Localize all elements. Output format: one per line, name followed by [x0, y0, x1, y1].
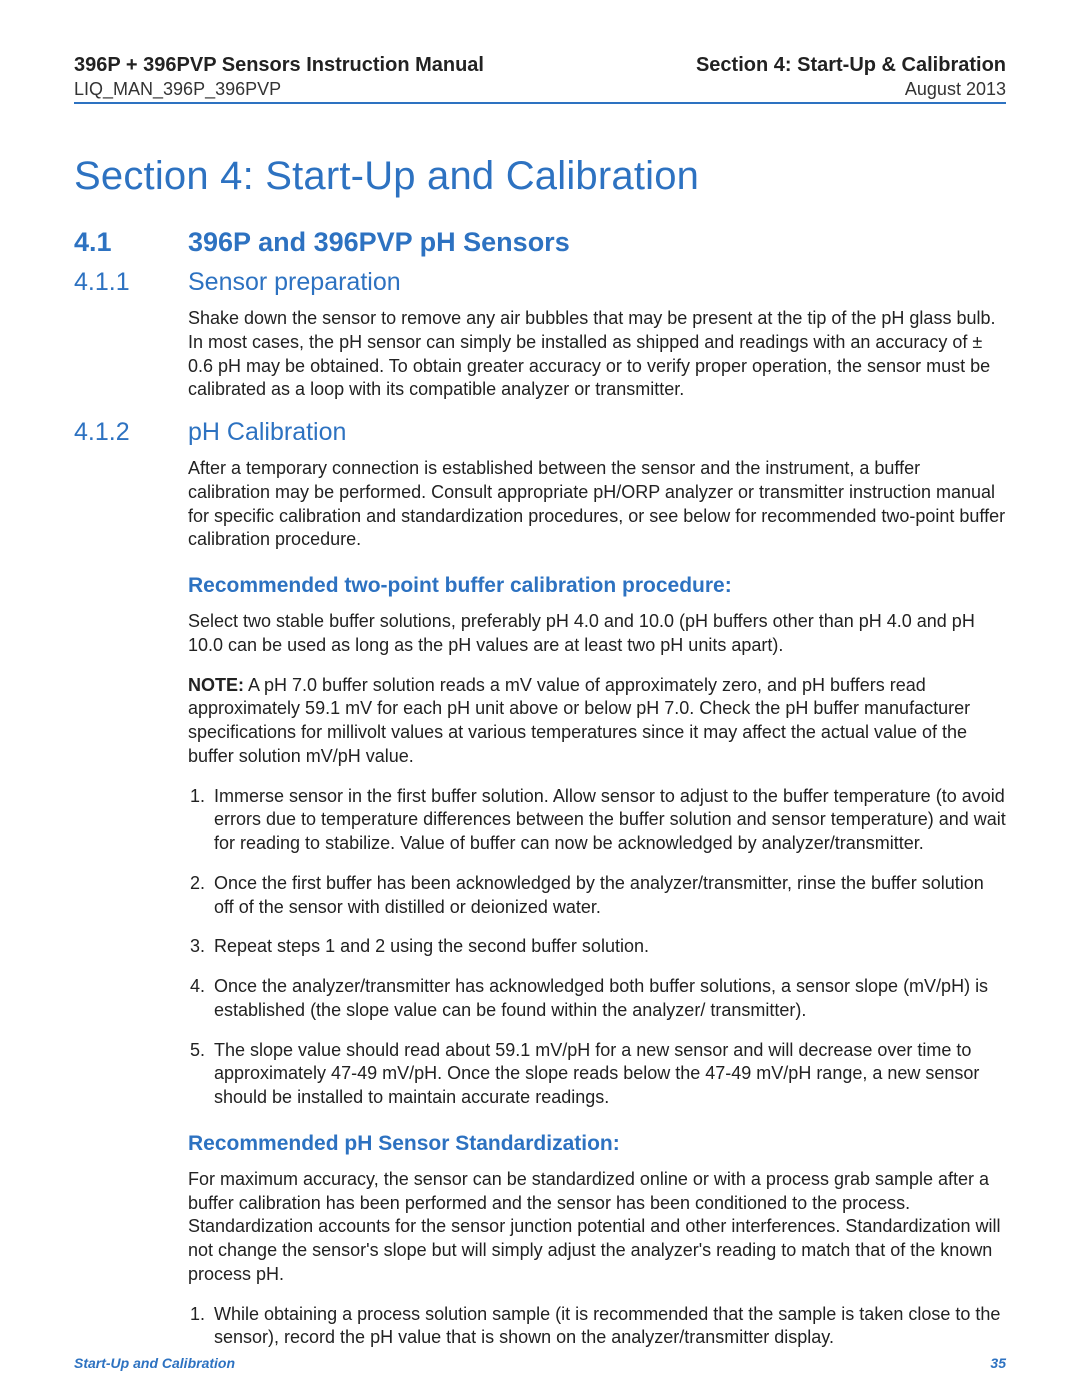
list-item: Repeat steps 1 and 2 using the second bu…	[210, 935, 1006, 959]
subheading-two-point: Recommended two-point buffer calibration…	[188, 574, 1006, 598]
note-body: A pH 7.0 buffer solution reads a mV valu…	[188, 675, 970, 766]
document-page: 396P + 396PVP Sensors Instruction Manual…	[0, 0, 1080, 1397]
paragraph-cal-intro: After a temporary connection is establis…	[188, 457, 1006, 552]
list-item: While obtaining a process solution sampl…	[210, 1303, 1006, 1351]
standardization-steps-list: While obtaining a process solution sampl…	[188, 1303, 1006, 1351]
list-item: Once the analyzer/transmitter has acknow…	[210, 975, 1006, 1023]
footer-page-number: 35	[990, 1355, 1006, 1371]
paragraph-note: NOTE: A pH 7.0 buffer solution reads a m…	[188, 674, 1006, 769]
footer-section-label: Start-Up and Calibration	[74, 1355, 235, 1371]
subheading-standardization: Recommended pH Sensor Standardization:	[188, 1132, 1006, 1156]
page-footer: Start-Up and Calibration 35	[74, 1355, 1006, 1371]
list-item: The slope value should read about 59.1 m…	[210, 1039, 1006, 1110]
heading-4-1-1-title: Sensor preparation	[188, 268, 401, 297]
heading-4-1-1-number: 4.1.1	[74, 268, 188, 297]
heading-4-1-2-number: 4.1.2	[74, 418, 188, 447]
paragraph-sensor-prep: Shake down the sensor to remove any air …	[188, 307, 1006, 402]
heading-4-1-number: 4.1	[74, 227, 188, 258]
header-left-sub: LIQ_MAN_396P_396PVP	[74, 79, 281, 100]
heading-4-1-2-title: pH Calibration	[188, 418, 346, 447]
paragraph-select-buffers: Select two stable buffer solutions, pref…	[188, 610, 1006, 658]
note-label: NOTE:	[188, 675, 244, 695]
section-title: Section 4: Start-Up and Calibration	[74, 154, 1006, 199]
heading-4-1-title: 396P and 396PVP pH Sensors	[188, 227, 570, 258]
list-item: Immerse sensor in the first buffer solut…	[210, 785, 1006, 856]
paragraph-standardization: For maximum accuracy, the sensor can be …	[188, 1168, 1006, 1287]
page-header: 396P + 396PVP Sensors Instruction Manual…	[74, 54, 1006, 104]
header-right-title: Section 4: Start-Up & Calibration	[696, 54, 1006, 77]
calibration-steps-list: Immerse sensor in the first buffer solut…	[188, 785, 1006, 1110]
header-left-title: 396P + 396PVP Sensors Instruction Manual	[74, 54, 484, 77]
header-right-sub: August 2013	[905, 79, 1006, 100]
list-item: Once the first buffer has been acknowled…	[210, 872, 1006, 920]
